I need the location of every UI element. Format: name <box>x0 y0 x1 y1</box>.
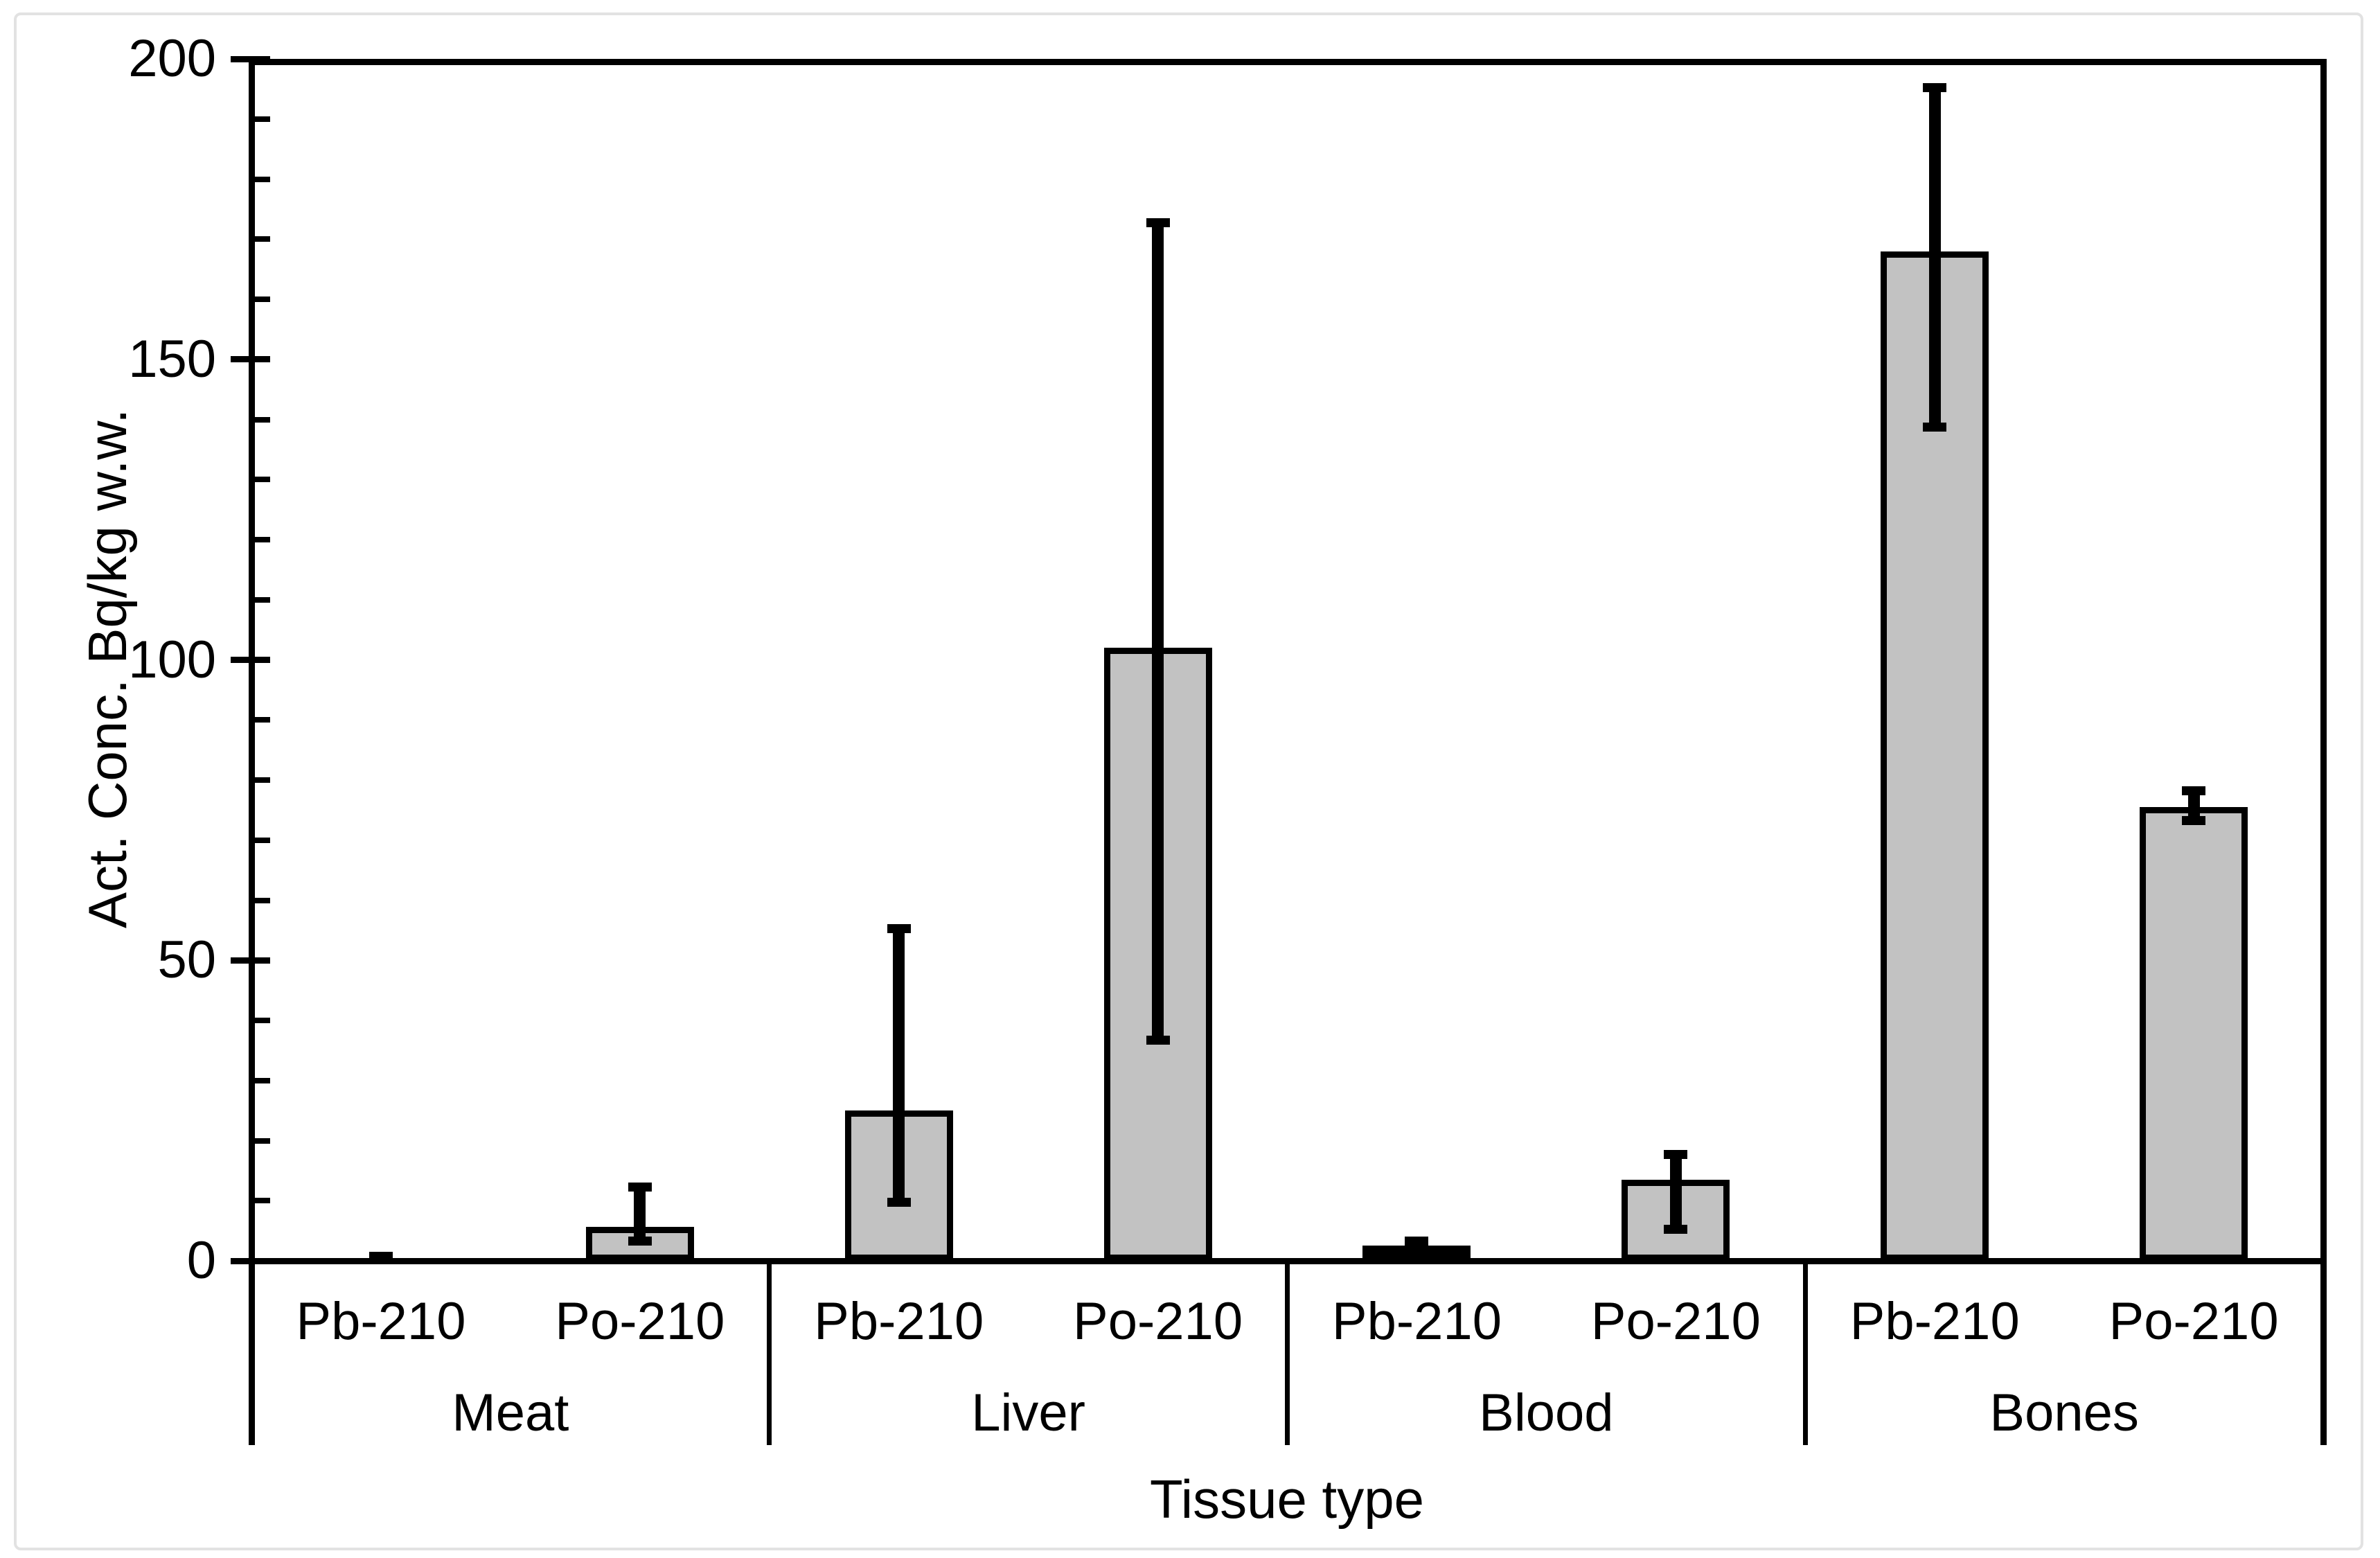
error-bar-bottom-cap <box>887 1197 911 1207</box>
x-axis-title: Tissue type <box>1150 1469 1424 1530</box>
error-bar-bottom-cap <box>1405 1246 1429 1255</box>
y-axis-tick-label: 100 <box>128 630 216 689</box>
y-axis-tick-label: 150 <box>128 329 216 389</box>
y-axis-minor-tick <box>251 837 270 843</box>
error-bar-stem <box>893 924 905 1207</box>
y-axis-tick-label: 0 <box>186 1231 216 1290</box>
y-axis-minor-tick <box>251 116 270 122</box>
nuclide-series-label: Po-210 <box>1073 1292 1243 1351</box>
y-axis-major-tick <box>231 657 270 663</box>
y-axis-minor-tick <box>251 537 270 542</box>
error-bar-bottom-cap <box>1146 1035 1170 1045</box>
nuclide-series-label: Pb-210 <box>1849 1292 2020 1351</box>
error-bar-top-cap <box>628 1183 652 1192</box>
y-axis-major-tick <box>231 55 270 62</box>
tissue-category-label: Meat <box>452 1383 569 1442</box>
y-axis-major-tick <box>231 957 270 964</box>
plot-top-border <box>249 59 2327 65</box>
y-axis-minor-tick <box>251 1018 270 1023</box>
y-axis-minor-tick <box>251 1198 270 1204</box>
y-axis-title: Act. Conc. Bq/kg w.w. <box>77 409 138 928</box>
error-bar-stem <box>634 1183 646 1246</box>
x-axis-line <box>234 1258 2326 1264</box>
error-bar-top-cap <box>2182 786 2206 795</box>
y-axis-minor-tick <box>251 596 270 603</box>
nuclide-series-label: Po-210 <box>2108 1292 2279 1351</box>
bar-bones-po-210 <box>2140 807 2248 1261</box>
nuclide-series-label: Po-210 <box>1590 1292 1761 1351</box>
y-axis-minor-tick <box>251 897 270 903</box>
error-bar-top-cap <box>1923 82 1947 92</box>
category-divider <box>767 1261 772 1445</box>
y-axis-minor-tick <box>251 777 270 783</box>
error-bar-top-cap <box>1664 1149 1688 1159</box>
error-bar-top-cap <box>1146 218 1170 227</box>
category-divider <box>1285 1261 1290 1445</box>
category-divider <box>1802 1261 1808 1445</box>
category-divider <box>249 1261 254 1445</box>
plot-right-border <box>2320 59 2327 1445</box>
nuclide-series-label: Po-210 <box>555 1292 725 1351</box>
y-axis-line <box>249 59 255 1445</box>
error-bar-top-cap <box>1405 1237 1429 1246</box>
nuclide-series-label: Pb-210 <box>814 1292 984 1351</box>
y-axis-tick-label: 50 <box>157 930 216 990</box>
category-divider <box>2320 1261 2326 1445</box>
tissue-category-label: Blood <box>1479 1383 1614 1442</box>
y-axis-tick-label: 200 <box>128 29 216 88</box>
y-axis-minor-tick <box>251 1137 270 1144</box>
y-axis-minor-tick <box>251 176 270 182</box>
y-axis-major-tick <box>231 356 270 363</box>
error-bar-bottom-cap <box>628 1237 652 1246</box>
y-axis-minor-tick <box>251 236 270 242</box>
y-axis-minor-tick <box>251 296 270 302</box>
nuclide-series-label: Pb-210 <box>1331 1292 1502 1351</box>
error-bar-stem <box>1152 218 1164 1045</box>
y-axis-minor-tick <box>251 477 270 483</box>
error-bar-stem <box>2187 786 2200 826</box>
error-bar-bottom-cap <box>368 1252 393 1261</box>
nuclide-series-label: Pb-210 <box>296 1292 466 1351</box>
tissue-category-label: Bones <box>1989 1383 2139 1442</box>
y-axis-minor-tick <box>251 1077 270 1083</box>
error-bar-stem <box>1669 1149 1682 1234</box>
error-bar-bottom-cap <box>1923 422 1947 432</box>
tissue-category-label: Liver <box>971 1383 1085 1442</box>
y-axis-minor-tick <box>251 416 270 423</box>
error-bar-top-cap <box>887 924 911 934</box>
error-bar-stem <box>1928 82 1941 432</box>
error-bar-bottom-cap <box>2182 816 2206 826</box>
error-bar-bottom-cap <box>1664 1224 1688 1234</box>
figure-border <box>14 12 2363 1550</box>
y-axis-minor-tick <box>251 717 270 723</box>
